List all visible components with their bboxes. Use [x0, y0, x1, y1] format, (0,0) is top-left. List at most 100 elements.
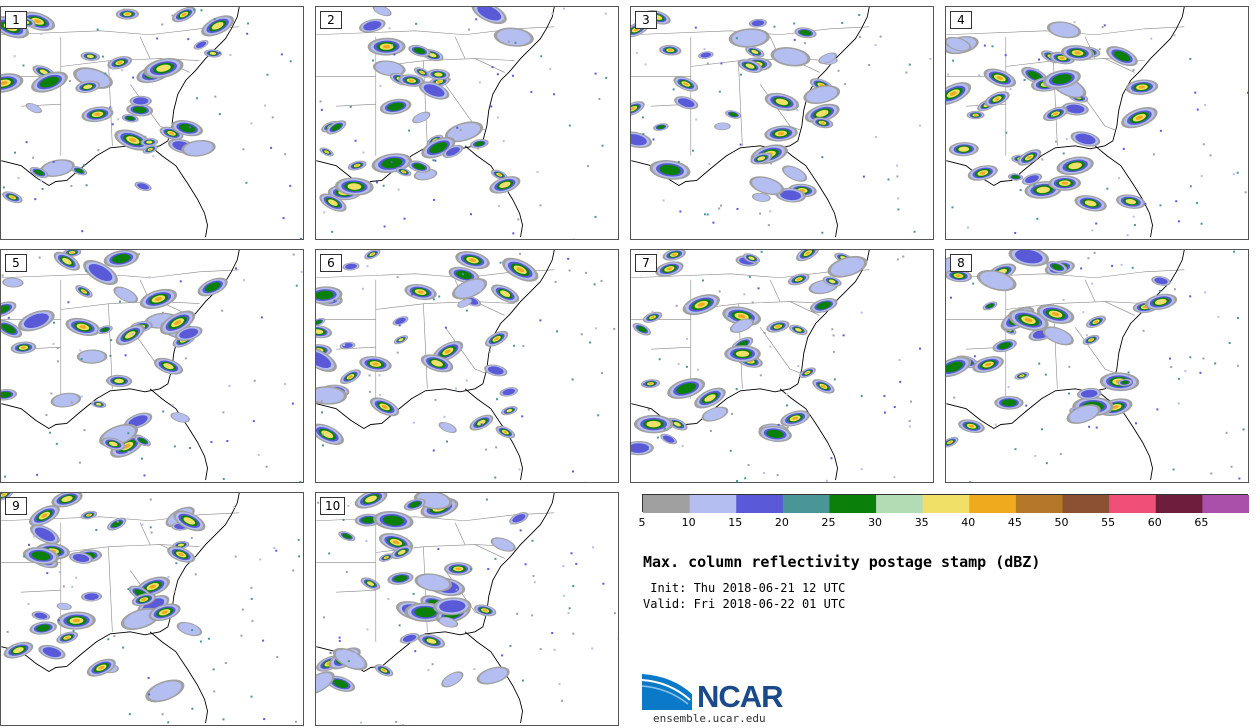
reflectivity-speck	[706, 213, 709, 216]
reflectivity-speck	[572, 632, 575, 635]
reflectivity-speck	[1082, 311, 1085, 314]
reflectivity-speck	[785, 393, 788, 396]
reflectivity-speck	[116, 520, 119, 523]
reflectivity-cell	[178, 623, 201, 636]
reflectivity-speck	[1189, 185, 1192, 188]
reflectivity-speck	[194, 573, 197, 576]
reflectivity-speck	[167, 575, 170, 578]
reflectivity-speck	[368, 374, 371, 377]
reflectivity-speck	[913, 230, 916, 233]
reflectivity-speck	[496, 73, 499, 76]
reflectivity-speck	[289, 60, 292, 63]
reflectivity-speck	[1214, 362, 1217, 365]
reflectivity-speck	[331, 230, 334, 233]
reflectivity-speck	[767, 224, 770, 227]
reflectivity-speck	[597, 414, 600, 417]
reflectivity-speck	[1, 274, 4, 277]
reflectivity-speck	[797, 365, 800, 368]
reflectivity-speck	[321, 433, 324, 436]
reflectivity-speck	[703, 48, 706, 51]
coastline	[779, 145, 838, 238]
reflectivity-cell	[469, 258, 477, 262]
reflectivity-speck	[71, 585, 74, 588]
reflectivity-speck	[38, 256, 41, 259]
reflectivity-speck	[1088, 425, 1091, 428]
reflectivity-cell	[1138, 85, 1146, 89]
reflectivity-speck	[1095, 426, 1098, 429]
reflectivity-cell	[745, 63, 755, 69]
reflectivity-speck	[432, 159, 435, 162]
colorbar-tick-label: 5	[638, 516, 646, 529]
reflectivity-speck	[412, 592, 415, 595]
reflectivity-speck	[556, 330, 559, 333]
reflectivity-speck	[250, 586, 253, 589]
reflectivity-speck	[187, 38, 190, 41]
reflectivity-speck	[80, 395, 83, 398]
reflectivity-speck	[511, 74, 514, 77]
reflectivity-speck	[773, 25, 776, 28]
reflectivity-cell	[784, 166, 806, 181]
reflectivity-speck	[908, 425, 911, 428]
member-panel-5: 5	[0, 249, 304, 483]
reflectivity-speck	[391, 44, 394, 47]
reflectivity-cell	[821, 384, 826, 388]
reflectivity-cell	[417, 290, 424, 294]
reflectivity-speck	[1101, 26, 1104, 29]
reflectivity-cell	[211, 22, 224, 30]
member-panel-2: 2	[315, 6, 619, 240]
reflectivity-speck	[902, 255, 905, 258]
reflectivity-speck	[388, 27, 391, 30]
reflectivity-cell	[34, 612, 48, 619]
init-time: Init: Thu 2018-06-21 12 UTC	[643, 581, 846, 595]
reflectivity-speck	[366, 628, 369, 631]
reflectivity-speck	[1202, 357, 1205, 360]
reflectivity-speck	[113, 635, 116, 638]
reflectivity-speck	[83, 429, 86, 432]
reflectivity-speck	[403, 217, 406, 220]
reflectivity-cell	[125, 331, 136, 339]
reflectivity-speck	[1131, 266, 1134, 269]
reflectivity-cell	[946, 361, 963, 373]
reflectivity-speck	[354, 652, 357, 655]
reflectivity-cell	[434, 72, 443, 77]
reflectivity-speck	[328, 552, 331, 555]
reflectivity-speck	[763, 331, 766, 334]
reflectivity-speck	[263, 104, 266, 107]
reflectivity-speck	[696, 368, 699, 371]
reflectivity-cell	[1051, 263, 1063, 271]
reflectivity-cell	[156, 64, 171, 72]
reflectivity-cell	[382, 515, 404, 526]
reflectivity-speck	[36, 473, 39, 476]
reflectivity-speck	[222, 718, 225, 721]
reflectivity-speck	[433, 198, 436, 201]
reflectivity-cell	[316, 673, 333, 694]
reflectivity-cell	[445, 147, 460, 156]
reflectivity-cell	[325, 151, 329, 153]
reflectivity-speck	[507, 40, 510, 43]
reflectivity-speck	[1065, 138, 1068, 141]
reflectivity-speck	[652, 138, 655, 141]
coastline	[149, 145, 208, 238]
reflectivity-cell	[671, 253, 677, 256]
reflectivity-speck	[747, 463, 750, 466]
reflectivity-cell	[968, 424, 975, 428]
colorbar-segment	[1062, 495, 1110, 513]
reflectivity-cell	[402, 170, 406, 173]
state-border	[1084, 279, 1096, 302]
reflectivity-speck	[1036, 217, 1039, 220]
reflectivity-speck	[437, 548, 440, 551]
reflectivity-speck	[414, 650, 417, 653]
reflectivity-speck	[1039, 321, 1042, 324]
reflectivity-speck	[242, 148, 245, 151]
reflectivity-speck	[252, 420, 255, 423]
reflectivity-cell	[316, 329, 324, 334]
reflectivity-cell	[184, 141, 213, 156]
reflectivity-speck	[75, 576, 78, 579]
reflectivity-speck	[382, 184, 385, 187]
reflectivity-cell	[393, 575, 408, 582]
reflectivity-speck	[524, 563, 527, 566]
reflectivity-cell	[631, 443, 650, 453]
reflectivity-speck	[300, 237, 303, 239]
reflectivity-speck	[282, 217, 285, 220]
reflectivity-speck	[708, 162, 711, 165]
